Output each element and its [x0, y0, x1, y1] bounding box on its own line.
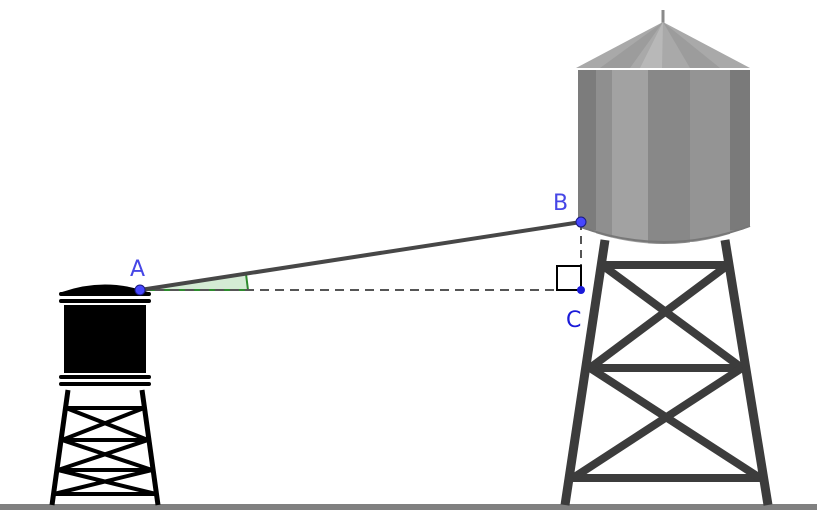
big-tower-tank-bottom [577, 225, 751, 243]
small-tower-roof [62, 284, 148, 292]
point-b[interactable] [575, 216, 587, 228]
point-a[interactable] [134, 284, 146, 296]
point-b-label: B [553, 191, 568, 216]
big-tower-cross-1b [587, 261, 731, 372]
big-tower-roof-shade-1 [600, 22, 663, 68]
small-tower-rim-top [59, 292, 151, 296]
big-tower-panel-3 [612, 70, 648, 245]
small-water-tower [49, 284, 161, 506]
small-tower-cross-2b [57, 438, 149, 472]
small-tower-rim-bottom-2 [59, 382, 151, 386]
big-tower-cross-2b [570, 364, 745, 482]
small-tower-cross-3b [53, 468, 153, 496]
point-a-label: A [130, 257, 145, 282]
big-tower-cross-2a [587, 364, 763, 482]
small-tower-leg-left [49, 389, 71, 506]
small-tower-cross-1b [61, 406, 145, 442]
big-water-tower [560, 10, 773, 506]
big-tower-panel-2 [596, 70, 612, 240]
big-tower-panel-1 [578, 70, 596, 230]
small-tower-rim-bottom [59, 375, 151, 379]
big-tower-roof [576, 22, 750, 68]
big-tower-cross-1a [599, 261, 745, 372]
small-tower-rim-top-2 [59, 299, 151, 303]
small-tower-leg-right [139, 389, 161, 506]
big-tower-tank-mask [576, 226, 752, 250]
big-tower-leg-left [560, 239, 610, 506]
big-tower-roof-shade-3 [640, 22, 663, 68]
big-tower-panel-5 [690, 70, 730, 242]
segment-ab [139, 220, 582, 292]
big-tower-panel-6 [730, 70, 750, 230]
point-c-label: C [566, 308, 581, 333]
big-tower-roof-shade-2 [663, 22, 720, 68]
big-tower-leg-right [720, 239, 773, 506]
small-tower-tank [64, 305, 146, 373]
geometry-construction: A B C [130, 191, 587, 333]
big-tower-panel-4 [648, 70, 690, 245]
big-tower-tank [576, 70, 752, 250]
point-c[interactable] [577, 286, 585, 294]
right-angle-marker [556, 265, 582, 291]
